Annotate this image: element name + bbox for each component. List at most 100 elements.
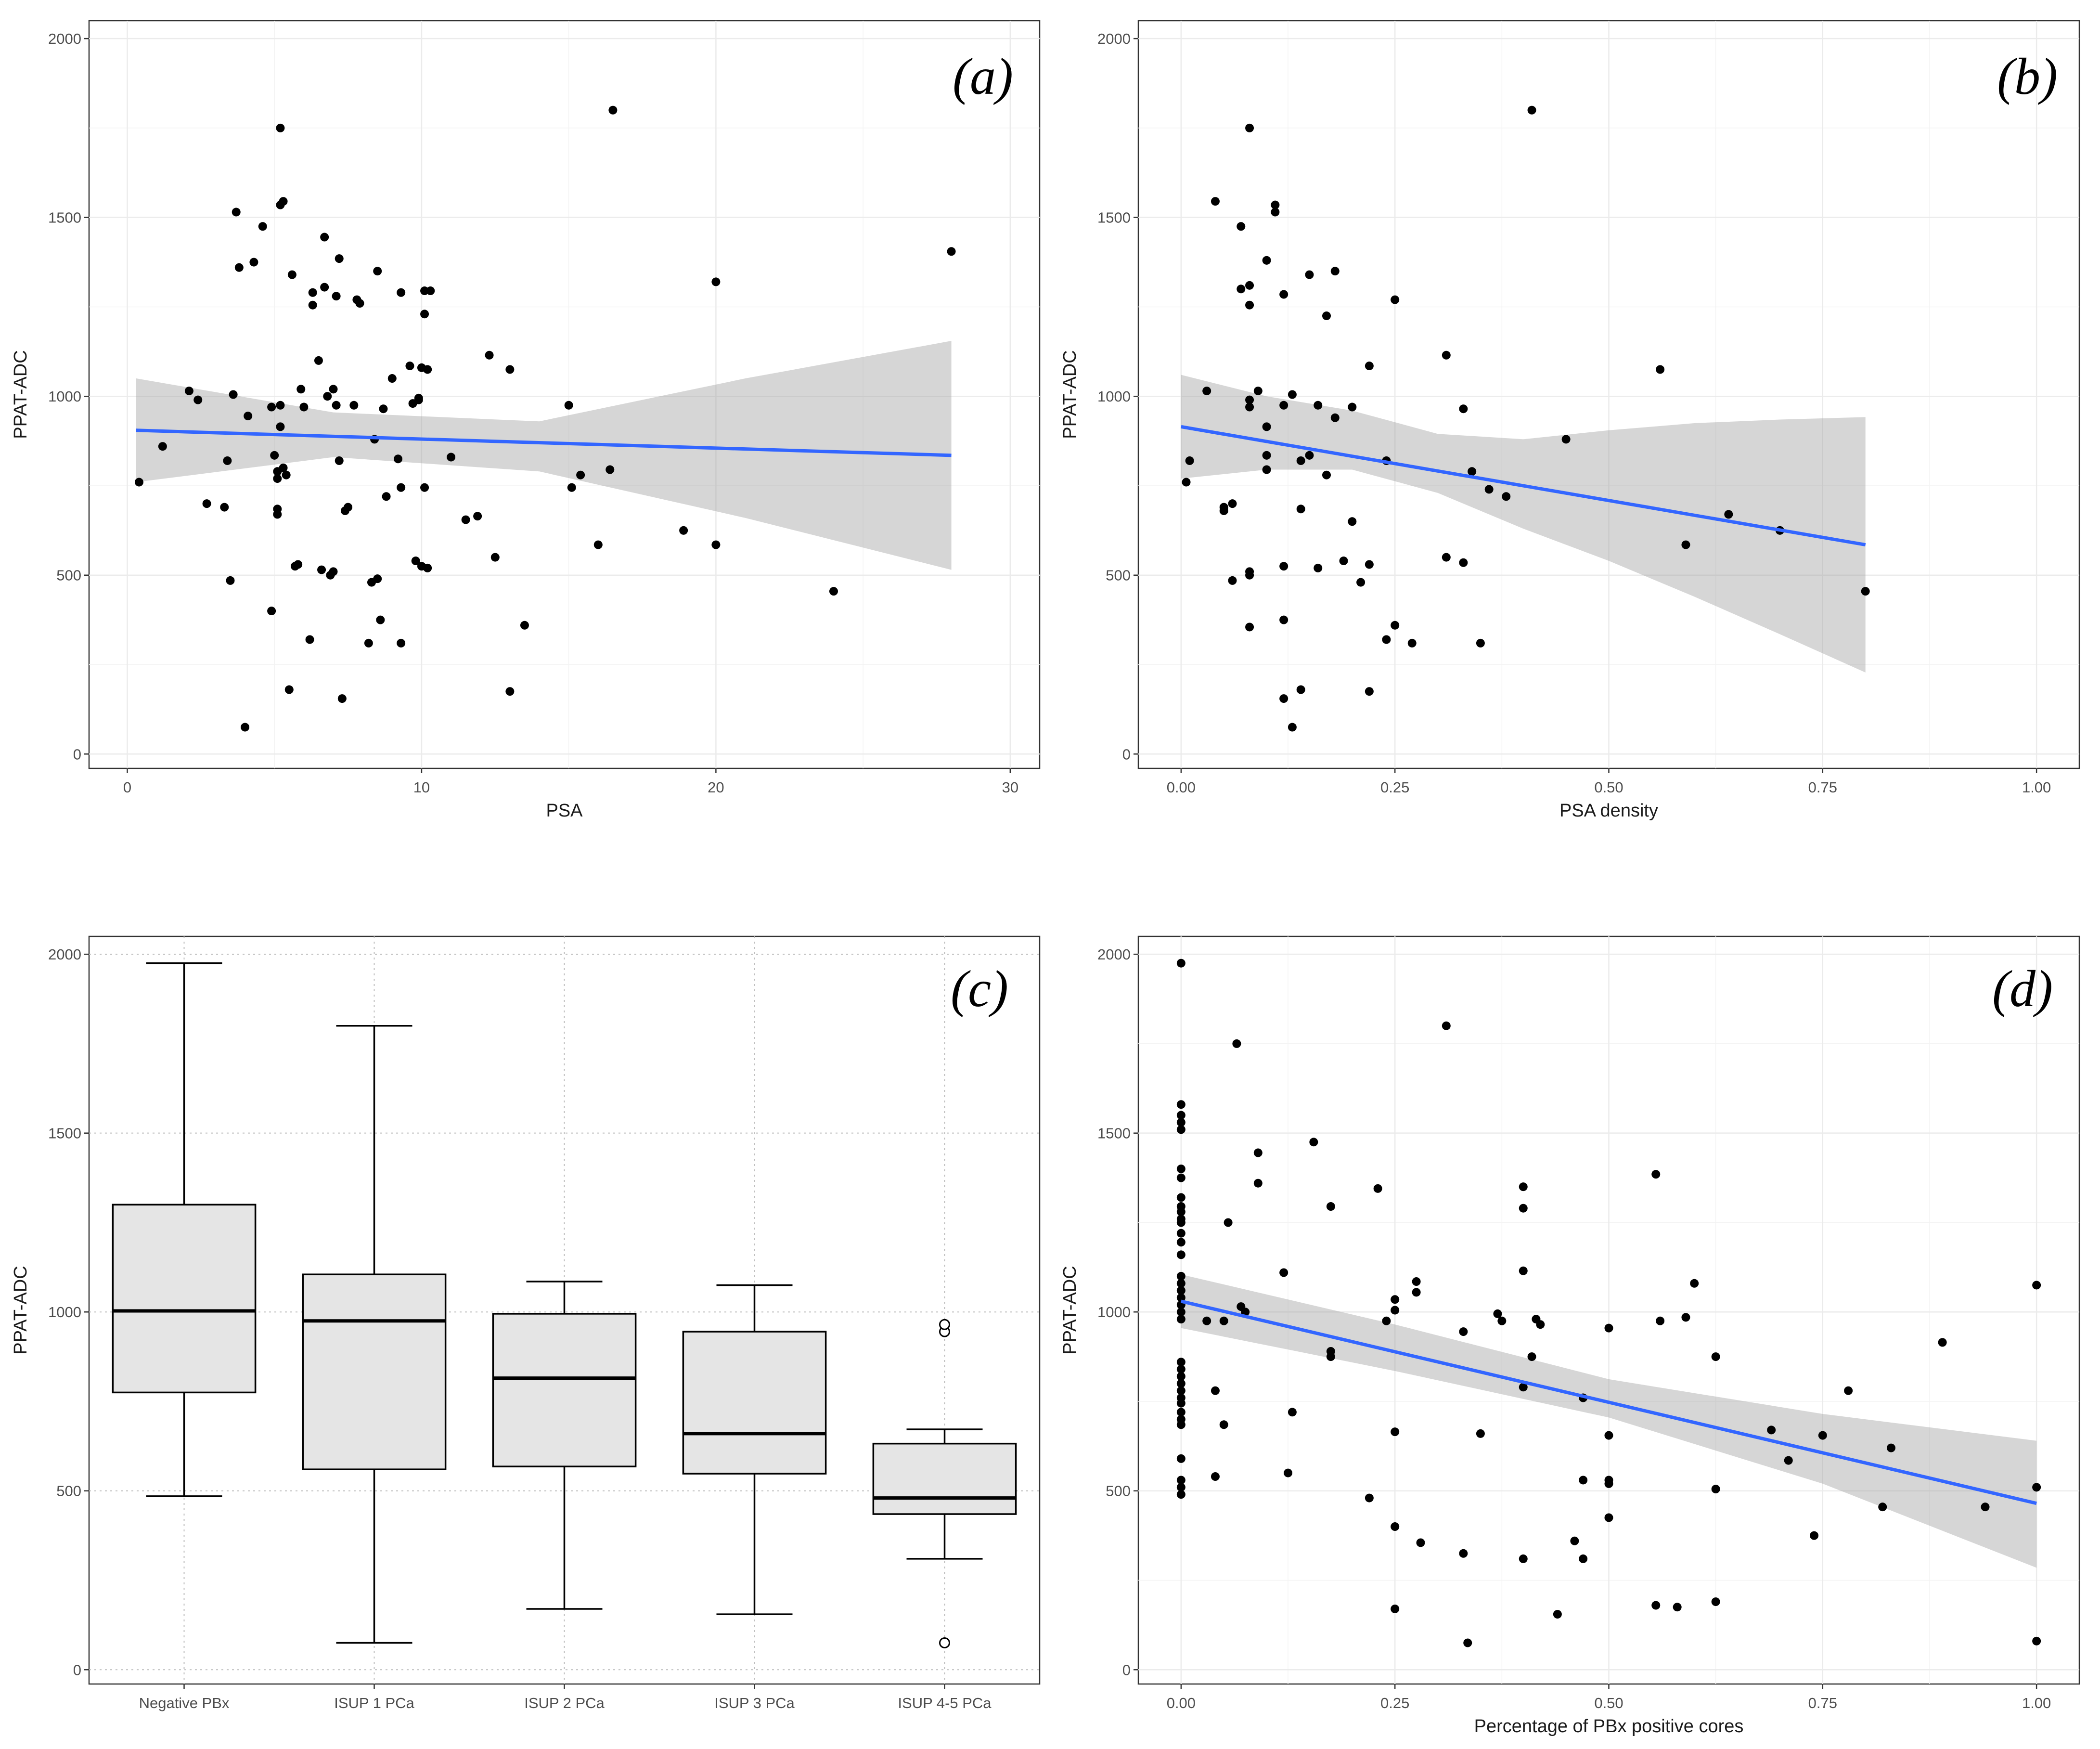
data-point: [1416, 1538, 1425, 1547]
data-point: [1176, 1399, 1185, 1408]
data-point: [1561, 435, 1571, 444]
data-point: [1176, 1308, 1185, 1317]
data-point: [1391, 1306, 1400, 1315]
data-point: [1651, 1170, 1661, 1179]
x-tick-label: 0.75: [1808, 779, 1837, 796]
data-point: [1711, 1597, 1720, 1606]
data-point: [1459, 1549, 1468, 1558]
data-point: [1519, 1554, 1528, 1563]
data-point: [332, 401, 341, 410]
data-point: [1176, 1218, 1185, 1227]
data-point: [379, 404, 388, 414]
y-axis-title: PPAT-ADC: [1060, 350, 1080, 439]
data-point: [1279, 615, 1288, 624]
x-tick-label: 0: [123, 779, 131, 796]
data-point: [226, 576, 235, 585]
panel-label: (b): [1997, 48, 2058, 105]
data-point: [1176, 1483, 1185, 1492]
x-axis-title: Percentage of PBx positive cores: [1474, 1716, 1744, 1736]
x-tick-label: 0.75: [1808, 1695, 1837, 1711]
data-point: [447, 453, 456, 462]
data-point: [276, 123, 285, 132]
data-point: [1365, 362, 1374, 371]
box-4: [682, 1284, 827, 1615]
y-tick-label: 500: [1106, 1483, 1131, 1500]
data-point: [414, 393, 423, 402]
data-point: [1176, 1420, 1185, 1429]
data-point: [567, 483, 576, 492]
x-tick-label: 0.50: [1594, 779, 1623, 796]
x-tick-label: Negative PBx: [139, 1695, 230, 1711]
y-tick-label: 0: [73, 1661, 81, 1678]
box-iqr: [492, 1313, 637, 1467]
y-tick-label: 0: [1122, 1661, 1131, 1678]
data-point: [1391, 1604, 1400, 1613]
data-point: [1656, 1316, 1665, 1325]
data-point: [202, 499, 211, 508]
data-point: [1314, 563, 1323, 572]
data-point: [1279, 694, 1288, 703]
y-tick-label: 0: [1122, 746, 1131, 763]
data-point: [1182, 478, 1191, 487]
data-point: [420, 310, 429, 319]
data-point: [1391, 1522, 1400, 1531]
data-point: [344, 503, 353, 512]
data-point: [1382, 635, 1391, 644]
data-point: [397, 483, 406, 492]
data-point: [193, 395, 203, 404]
data-point: [294, 560, 303, 569]
data-point: [1463, 1638, 1472, 1647]
data-point: [1604, 1431, 1613, 1440]
data-point: [1305, 270, 1314, 279]
data-point: [1365, 687, 1374, 696]
x-tick-label: ISUP 4-5 PCa: [898, 1695, 992, 1711]
data-point: [1476, 1429, 1485, 1438]
data-point: [1519, 1383, 1528, 1392]
data-point: [423, 563, 432, 572]
data-point: [241, 723, 250, 732]
data-point: [405, 362, 414, 371]
data-point: [1176, 1111, 1185, 1120]
data-point: [1176, 1207, 1185, 1217]
data-point: [220, 503, 229, 512]
data-point: [1262, 256, 1271, 265]
data-point: [1356, 578, 1366, 587]
data-point: [397, 288, 406, 297]
data-point: [394, 454, 403, 464]
data-point: [1382, 1316, 1391, 1325]
y-tick-label: 2000: [1097, 946, 1131, 963]
confidence-band: [136, 341, 952, 570]
data-point: [1373, 1184, 1382, 1193]
data-point: [1176, 1490, 1185, 1499]
y-axis-title: PPAT-ADC: [11, 350, 31, 439]
data-point: [1519, 1182, 1528, 1192]
confidence-band: [1181, 375, 1866, 673]
data-point: [1348, 517, 1357, 526]
data-point: [1651, 1601, 1661, 1610]
data-point: [1202, 387, 1211, 396]
data-point: [1185, 456, 1194, 465]
data-point: [947, 247, 956, 256]
data-point: [1579, 1554, 1588, 1563]
x-tick-label: 0.25: [1380, 1695, 1409, 1711]
data-point: [158, 442, 167, 451]
box-iqr: [682, 1331, 827, 1475]
data-point: [273, 510, 282, 519]
data-point: [1176, 1358, 1185, 1367]
data-point: [134, 478, 143, 487]
outlier-point: [939, 1637, 950, 1649]
y-tick-label: 2000: [1097, 30, 1131, 47]
confidence-band: [1181, 1274, 2037, 1568]
data-point: [1861, 587, 1870, 596]
data-point: [1241, 1308, 1250, 1317]
data-point: [1245, 281, 1254, 290]
data-point: [1365, 560, 1374, 569]
data-point: [711, 540, 721, 549]
data-point: [1288, 723, 1297, 732]
data-point: [505, 365, 515, 374]
data-point: [232, 207, 241, 217]
data-point: [2032, 1281, 2041, 1290]
data-point: [1245, 402, 1254, 412]
data-point: [420, 483, 429, 492]
data-point: [485, 350, 494, 360]
